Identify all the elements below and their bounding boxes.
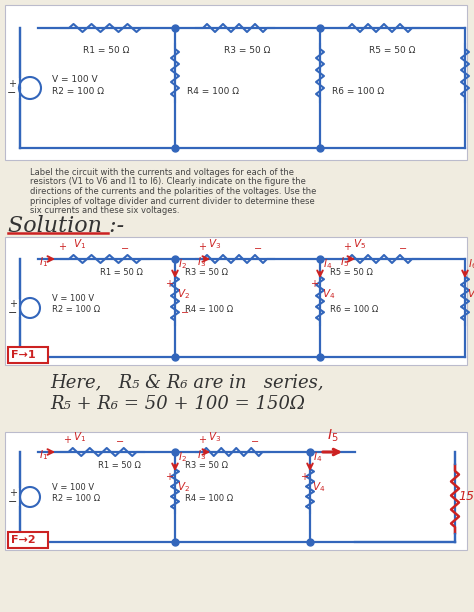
Text: −: − — [7, 88, 16, 98]
Text: $+$: $+$ — [165, 471, 174, 482]
Text: R6 = 100 Ω: R6 = 100 Ω — [330, 305, 378, 314]
Text: 150Ω: 150Ω — [458, 490, 474, 504]
Text: R5 = 50 Ω: R5 = 50 Ω — [369, 46, 416, 55]
Bar — [5, 237, 467, 365]
Text: $I_4$: $I_4$ — [313, 450, 322, 464]
Text: R6 = 100 Ω: R6 = 100 Ω — [332, 87, 384, 96]
Text: R3 = 50 Ω: R3 = 50 Ω — [185, 268, 228, 277]
Text: R4 = 100 Ω: R4 = 100 Ω — [185, 305, 233, 314]
Text: R4 = 100 Ω: R4 = 100 Ω — [185, 494, 233, 503]
Text: −: − — [8, 497, 17, 507]
Text: R₅ + R₆ = 50 + 100 = 150Ω: R₅ + R₆ = 50 + 100 = 150Ω — [50, 395, 305, 413]
Text: R1 = 50 Ω: R1 = 50 Ω — [100, 268, 143, 277]
Text: −: − — [8, 308, 17, 318]
Text: V = 100 V: V = 100 V — [52, 75, 98, 84]
Text: R2 = 100 Ω: R2 = 100 Ω — [52, 87, 104, 96]
Bar — [5, 5, 467, 160]
Text: $I_5$: $I_5$ — [340, 255, 349, 269]
Text: six currents and these six voltages.: six currents and these six voltages. — [30, 206, 180, 215]
Text: $+$: $+$ — [63, 434, 72, 445]
Text: R3 = 50 Ω: R3 = 50 Ω — [224, 46, 271, 55]
Text: $V_3$: $V_3$ — [208, 430, 221, 444]
Text: $V_2$: $V_2$ — [177, 287, 190, 301]
Text: V = 100 V: V = 100 V — [52, 483, 94, 492]
Text: $+$: $+$ — [198, 434, 207, 445]
Text: Solution :-: Solution :- — [8, 215, 124, 237]
Text: $-$: $-$ — [115, 435, 124, 445]
Text: R5 = 50 Ω: R5 = 50 Ω — [330, 268, 373, 277]
Text: $V_4$: $V_4$ — [312, 480, 325, 494]
Text: $V_2$: $V_2$ — [177, 480, 190, 494]
Text: $V_5$: $V_5$ — [353, 237, 366, 251]
Text: $V_1$: $V_1$ — [73, 430, 86, 444]
Text: $I_2$: $I_2$ — [178, 450, 187, 464]
Text: $V_4$: $V_4$ — [322, 287, 335, 301]
Text: $I_2$: $I_2$ — [178, 257, 187, 271]
Text: +: + — [9, 488, 17, 498]
Text: $-$: $-$ — [253, 242, 262, 252]
Bar — [8, 347, 48, 363]
Text: $+$: $+$ — [310, 278, 319, 289]
Text: $-$: $-$ — [120, 242, 129, 252]
Text: $I_4$: $I_4$ — [323, 257, 332, 271]
Text: $I_3$: $I_3$ — [197, 448, 206, 462]
Text: $-$: $-$ — [398, 242, 407, 252]
Text: $V_6$: $V_6$ — [467, 287, 474, 301]
Text: F→1: F→1 — [11, 350, 36, 360]
Text: $I_1$: $I_1$ — [39, 255, 48, 269]
Text: $I_6$: $I_6$ — [468, 257, 474, 271]
Text: R1 = 50 Ω: R1 = 50 Ω — [98, 461, 141, 470]
Text: $+$: $+$ — [165, 278, 174, 289]
Text: +: + — [8, 79, 16, 89]
Text: directions of the currents and the polarities of the voltages. Use the: directions of the currents and the polar… — [30, 187, 316, 196]
Text: R1 = 50 Ω: R1 = 50 Ω — [83, 46, 130, 55]
Text: resistors (V1 to V6 and I1 to I6). Clearly indicate on the figure the: resistors (V1 to V6 and I1 to I6). Clear… — [30, 177, 306, 187]
Text: $V_1$: $V_1$ — [73, 237, 86, 251]
Text: $V_3$: $V_3$ — [208, 237, 221, 251]
Text: $+$: $+$ — [198, 241, 207, 252]
Text: R3 = 50 Ω: R3 = 50 Ω — [185, 461, 228, 470]
Text: $+$: $+$ — [300, 471, 309, 482]
Text: R2 = 100 Ω: R2 = 100 Ω — [52, 305, 100, 314]
Text: V = 100 V: V = 100 V — [52, 294, 94, 303]
Text: $I_1$: $I_1$ — [39, 448, 48, 462]
Text: R4 = 100 Ω: R4 = 100 Ω — [187, 87, 239, 96]
Text: $-$: $-$ — [250, 435, 259, 445]
Bar — [8, 532, 48, 548]
Text: $+$: $+$ — [343, 241, 352, 252]
Text: +: + — [9, 299, 17, 309]
Text: Label the circuit with the currents and voltages for each of the: Label the circuit with the currents and … — [30, 168, 294, 177]
Text: R2 = 100 Ω: R2 = 100 Ω — [52, 494, 100, 503]
Text: $I_3$: $I_3$ — [197, 255, 206, 269]
Text: $I_5$: $I_5$ — [327, 428, 338, 444]
Text: $-$: $-$ — [180, 306, 189, 316]
Text: F→2: F→2 — [11, 535, 36, 545]
Text: $+$: $+$ — [58, 241, 67, 252]
Text: principles of voltage divider and current divider to determine these: principles of voltage divider and curren… — [30, 196, 315, 206]
Bar — [5, 432, 467, 550]
Text: Here,   R₅ & R₆ are in   series,: Here, R₅ & R₆ are in series, — [50, 373, 324, 391]
